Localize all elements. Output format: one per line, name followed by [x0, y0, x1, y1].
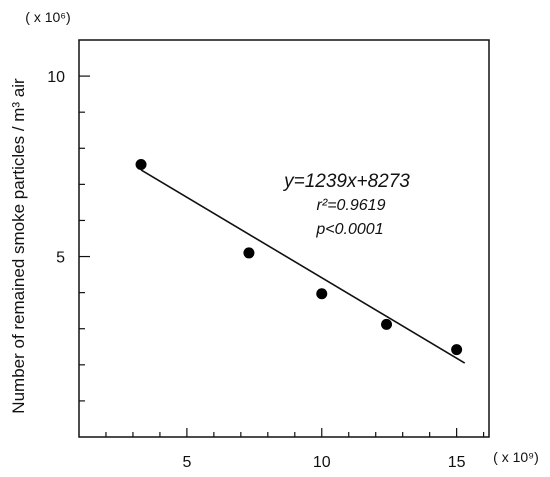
data-points — [135, 159, 463, 356]
x-axis-multiplier: ( x 10⁹) — [493, 449, 539, 465]
data-point — [381, 318, 392, 330]
y-axis-multiplier: ( x 10⁶) — [25, 9, 70, 25]
x-tick-label: 15 — [448, 454, 466, 471]
regression-equation: y=1239x+8273 — [282, 171, 410, 192]
data-point — [316, 288, 328, 300]
x-tick-label: 5 — [182, 454, 191, 471]
y-tick-label: 5 — [56, 250, 65, 267]
data-point — [243, 247, 255, 259]
data-point — [451, 344, 463, 356]
plot-frame — [78, 39, 490, 438]
x-axis-ticks: 5 10 15 — [105, 428, 485, 471]
p-value-label: p<0.0001 — [315, 221, 383, 238]
y-tick-label: 10 — [47, 69, 65, 86]
x-tick-label: 10 — [313, 454, 331, 471]
regression-line — [140, 169, 466, 364]
y-axis-title: Number of remained smoke particles / m³ … — [9, 78, 28, 414]
r-squared-label: r²=0.9619 — [317, 197, 386, 214]
y-axis-ticks: 5 10 — [47, 69, 90, 402]
data-point — [135, 159, 147, 171]
